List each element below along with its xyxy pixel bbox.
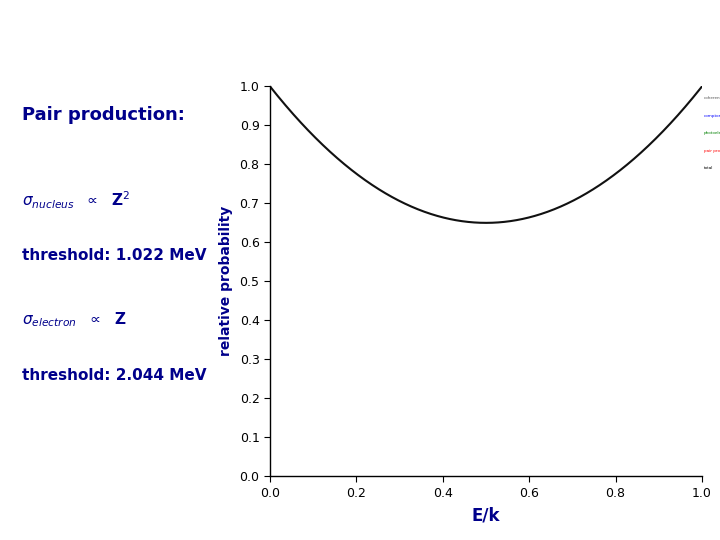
Text: JUAS: JUAS — [30, 16, 89, 36]
Text: Pair production:: Pair production: — [22, 106, 184, 124]
Text: $\sigma_{electron}$  $\propto$  Z: $\sigma_{electron}$ $\propto$ Z — [22, 310, 126, 329]
Text: threshold: 1.022 MeV: threshold: 1.022 MeV — [22, 248, 206, 263]
Text: $\sigma_{nucleus}$  $\propto$  Z$^2$: $\sigma_{nucleus}$ $\propto$ Z$^2$ — [22, 190, 130, 212]
Text: photoelectric: photoelectric — [703, 131, 720, 135]
X-axis label: E/k: E/k — [472, 507, 500, 525]
Text: Joint Universities Accelerator School: Joint Universities Accelerator School — [15, 53, 104, 59]
Text: 2. Interaction of photons with matter: 2. Interaction of photons with matter — [140, 24, 580, 44]
Text: threshold: 2.044 MeV: threshold: 2.044 MeV — [22, 368, 206, 383]
Text: pair production: pair production — [703, 148, 720, 153]
Text: / 34: / 34 — [672, 520, 702, 534]
Text: compton: compton — [703, 113, 720, 118]
X-axis label: energy (MeV): energy (MeV) — [549, 200, 582, 205]
Text: coherent: coherent — [703, 96, 720, 100]
Text: total: total — [703, 166, 713, 170]
Y-axis label: relative probability: relative probability — [219, 206, 233, 356]
Y-axis label: cross section (cm²/g): cross section (cm²/g) — [410, 113, 414, 157]
